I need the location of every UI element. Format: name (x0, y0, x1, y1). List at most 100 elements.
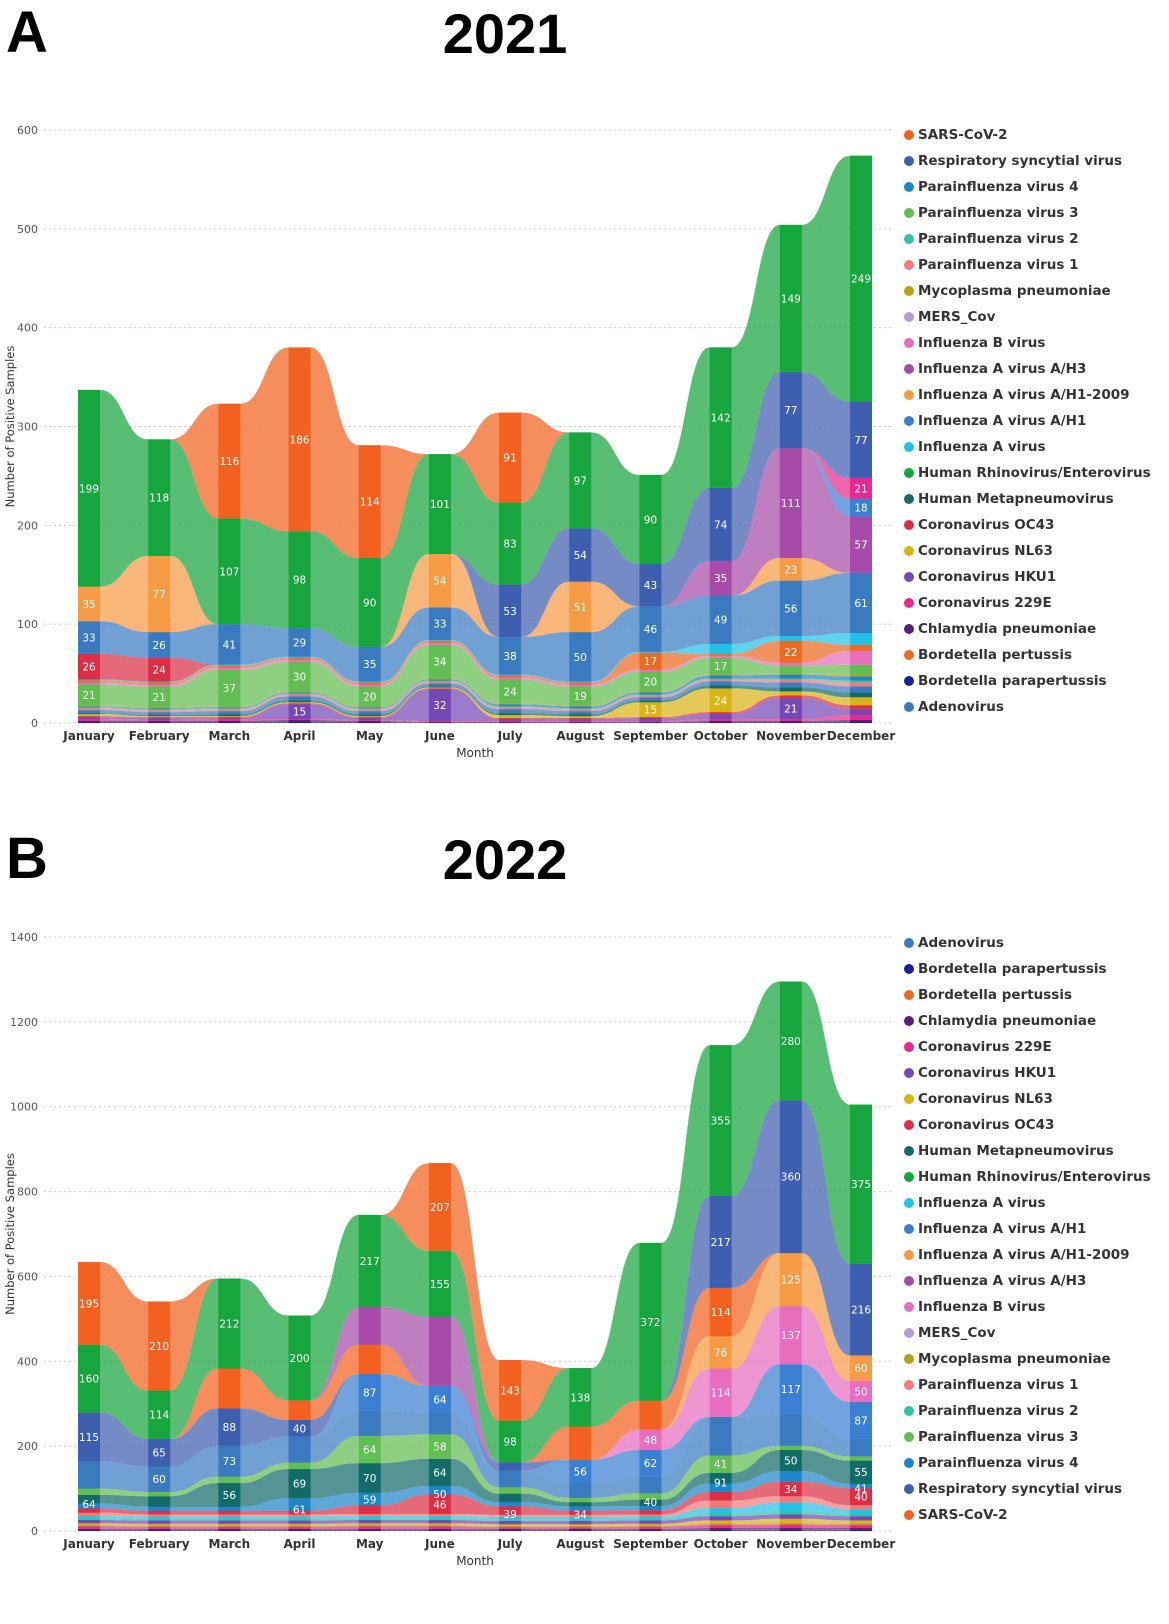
legend-swatch (904, 208, 914, 218)
legend-item-chlamydia-pneumoniae[interactable]: Chlamydia pneumoniae (904, 1008, 1151, 1034)
bar-coronavirus-229e-september (639, 721, 662, 723)
legend-item-coronavirus-oc43[interactable]: Coronavirus OC43 (904, 1112, 1151, 1138)
legend-item-coronavirus-229e[interactable]: Coronavirus 229E (904, 590, 1151, 616)
data-label: 56 (574, 1467, 588, 1479)
legend-item-influenza-a-virus-a-h3[interactable]: Influenza A virus A/H3 (904, 356, 1151, 382)
legend-item-human-metapneumovirus[interactable]: Human Metapneumovirus (904, 486, 1151, 512)
legend-item-influenza-b-virus[interactable]: Influenza B virus (904, 1294, 1151, 1320)
bar-adenovirus-october (709, 681, 732, 686)
legend-item-chlamydia-pneumoniae[interactable]: Chlamydia pneumoniae (904, 616, 1151, 642)
bar-adenovirus-october (709, 595, 732, 644)
legend-item-human-rhinovirus-enterovirus[interactable]: Human Rhinovirus/Enterovirus (904, 460, 1151, 486)
bar-bordetella-parapertussis-march (218, 1530, 241, 1531)
bar-mycoplasma-pneumoniae-june (428, 678, 451, 680)
bar-influenza-b-virus-july (499, 677, 522, 680)
legend-item-mers-cov[interactable]: MERS_Cov (904, 1320, 1151, 1346)
legend-item-adenovirus[interactable]: Adenovirus (904, 930, 1151, 956)
bar-chlamydia-pneumoniae-october (709, 721, 732, 723)
bar-parainfluenza-virus-1-april (288, 694, 311, 697)
legend-item-parainfluenza-virus-1[interactable]: Parainfluenza virus 1 (904, 1372, 1151, 1398)
legend-item-coronavirus-229e[interactable]: Coronavirus 229E (904, 1034, 1151, 1060)
bar-bordetella-parapertussis-august (569, 1530, 592, 1531)
bar-parainfluenza-virus-2-june (428, 1518, 451, 1520)
legend-swatch (904, 338, 914, 348)
bar-bordetella-parapertussis-april (288, 722, 311, 723)
legend-item-parainfluenza-virus-2[interactable]: Parainfluenza virus 2 (904, 226, 1151, 252)
bar-human-rhinovirus-enterovirus-july (499, 502, 522, 585)
bar-adenovirus-july (499, 1470, 522, 1488)
legend-item-sars-cov-2[interactable]: SARS-CoV-2 (904, 122, 1151, 148)
legend-item-adenovirus[interactable]: Adenovirus (904, 694, 1151, 720)
bar-parainfluenza-virus-1-september (639, 695, 662, 698)
bar-adenovirus-september (639, 1476, 662, 1494)
legend-item-parainfluenza-virus-4[interactable]: Parainfluenza virus 4 (904, 174, 1151, 200)
bar-parainfluenza-virus-2-april (288, 693, 311, 695)
legend-item-human-rhinovirus-enterovirus[interactable]: Human Rhinovirus/Enterovirus (904, 1164, 1151, 1190)
legend-item-influenza-a-virus[interactable]: Influenza A virus (904, 1190, 1151, 1216)
data-label: 355 (711, 1116, 731, 1128)
legend-item-human-metapneumovirus[interactable]: Human Metapneumovirus (904, 1138, 1151, 1164)
legend-item-coronavirus-hku1[interactable]: Coronavirus HKU1 (904, 564, 1151, 590)
bar-coronavirus-oc43-february (148, 1511, 171, 1515)
data-label: 43 (644, 580, 657, 592)
ribbon-human-rhinovirus-enterovirus (78, 981, 872, 1463)
legend-item-coronavirus-nl63[interactable]: Coronavirus NL63 (904, 1086, 1151, 1112)
legend-label: Coronavirus 229E (918, 595, 1052, 611)
legend-item-bordetella-parapertussis[interactable]: Bordetella parapertussis (904, 956, 1151, 982)
data-label: 39 (503, 1509, 516, 1521)
legend-item-parainfluenza-virus-4[interactable]: Parainfluenza virus 4 (904, 1450, 1151, 1476)
legend-item-parainfluenza-virus-1[interactable]: Parainfluenza virus 1 (904, 252, 1151, 278)
bar-chlamydia-pneumoniae-october (709, 1528, 732, 1530)
legend-item-influenza-b-virus[interactable]: Influenza B virus (904, 330, 1151, 356)
legend-item-influenza-a-virus[interactable]: Influenza A virus (904, 434, 1151, 460)
bar-coronavirus-hku1-january (78, 1519, 100, 1524)
ribbon-coronavirus-nl63 (78, 1518, 872, 1526)
bar-coronavirus-oc43-may (358, 717, 381, 719)
legend-item-influenza-a-virus-a-h1-2009[interactable]: Influenza A virus A/H1-2009 (904, 1242, 1151, 1268)
legend-item-mycoplasma-pneumoniae[interactable]: Mycoplasma pneumoniae (904, 1346, 1151, 1372)
legend-swatch (904, 390, 914, 400)
bar-influenza-b-virus-december (850, 1380, 872, 1403)
legend-item-parainfluenza-virus-2[interactable]: Parainfluenza virus 2 (904, 1398, 1151, 1424)
legend-item-sars-cov-2[interactable]: SARS-CoV-2 (904, 1502, 1151, 1528)
legend-item-influenza-a-virus-a-h1[interactable]: Influenza A virus A/H1 (904, 1216, 1151, 1242)
legend-item-coronavirus-oc43[interactable]: Coronavirus OC43 (904, 512, 1151, 538)
legend-item-respiratory-syncytial-virus[interactable]: Respiratory syncytial virus (904, 148, 1151, 174)
data-label: 19 (574, 691, 587, 703)
data-label: 20 (644, 676, 657, 688)
bar-bordetella-parapertussis-october (709, 722, 732, 723)
bar-coronavirus-oc43-november (779, 1481, 802, 1497)
bar-chlamydia-pneumoniae-june (428, 722, 451, 723)
bar-coronavirus-oc43-july (499, 718, 522, 720)
bar-coronavirus-nl63-october (709, 1520, 732, 1524)
data-label: 50 (574, 652, 587, 664)
panel-label-a: A (6, 0, 48, 65)
legend-item-bordetella-pertussis[interactable]: Bordetella pertussis (904, 642, 1151, 668)
legend-label: Mycoplasma pneumoniae (918, 1351, 1111, 1367)
bar-parainfluenza-virus-4-march (218, 707, 241, 709)
bar-parainfluenza-virus-1-january (78, 708, 100, 711)
legend-swatch (904, 520, 914, 530)
ribbon-parainfluenza-virus-1 (78, 679, 872, 713)
bar-mycoplasma-pneumoniae-november (779, 673, 802, 675)
legend-item-bordetella-pertussis[interactable]: Bordetella pertussis (904, 982, 1151, 1008)
bar-parainfluenza-virus-3-may (358, 686, 381, 707)
bar-parainfluenza-virus-4-december (850, 1483, 872, 1489)
legend-item-bordetella-parapertussis[interactable]: Bordetella parapertussis (904, 668, 1151, 694)
legend-item-mers-cov[interactable]: MERS_Cov (904, 304, 1151, 330)
legend-item-parainfluenza-virus-3[interactable]: Parainfluenza virus 3 (904, 200, 1151, 226)
legend-item-mycoplasma-pneumoniae[interactable]: Mycoplasma pneumoniae (904, 278, 1151, 304)
ribbon-adenovirus (78, 681, 872, 716)
legend-item-coronavirus-nl63[interactable]: Coronavirus NL63 (904, 538, 1151, 564)
bar-influenza-a-virus-march (218, 1516, 241, 1519)
legend-item-influenza-a-virus-a-h3[interactable]: Influenza A virus A/H3 (904, 1268, 1151, 1294)
bar-parainfluenza-virus-2-october (709, 678, 732, 680)
legend-item-influenza-a-virus-a-h1-2009[interactable]: Influenza A virus A/H1-2009 (904, 382, 1151, 408)
legend-item-influenza-a-virus-a-h1[interactable]: Influenza A virus A/H1 (904, 408, 1151, 434)
bar-coronavirus-hku1-july (499, 1520, 522, 1525)
legend-item-coronavirus-hku1[interactable]: Coronavirus HKU1 (904, 1060, 1151, 1086)
legend-item-parainfluenza-virus-3[interactable]: Parainfluenza virus 3 (904, 1424, 1151, 1450)
chart-2022: 0 200 400 600 800 1000 1200 1400 195 210 207 143 114… (3, 931, 895, 1568)
legend-item-respiratory-syncytial-virus[interactable]: Respiratory syncytial virus (904, 1476, 1151, 1502)
bar-chlamydia-pneumoniae-january (78, 721, 100, 723)
